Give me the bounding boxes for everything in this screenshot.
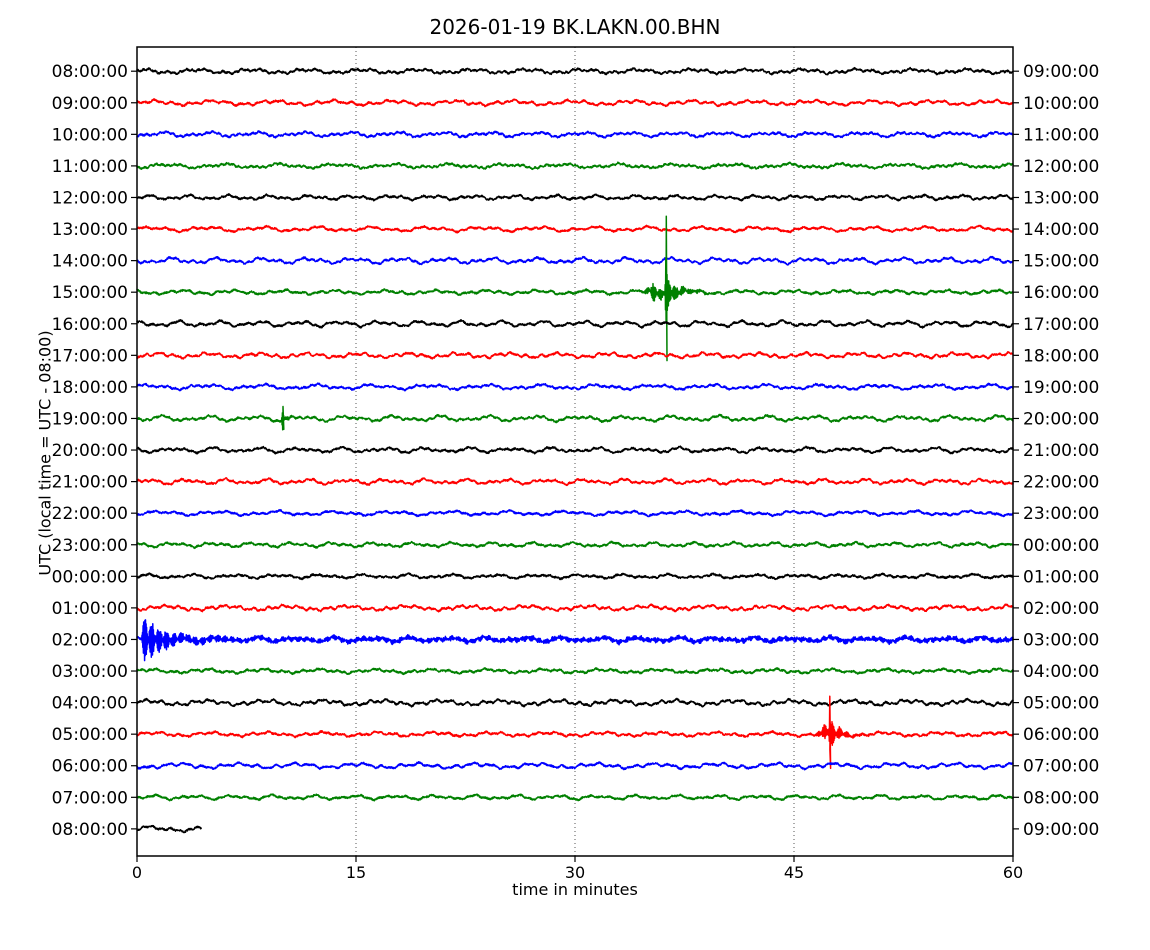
seismogram-trace xyxy=(136,540,1014,550)
utc-time-label: 17:00:00 xyxy=(52,346,128,366)
seismogram-trace xyxy=(136,66,1014,76)
seismogram-trace xyxy=(136,667,1014,676)
local-time-label: 15:00:00 xyxy=(1023,252,1099,272)
seismogram-trace xyxy=(136,697,1014,708)
utc-time-label: 06:00:00 xyxy=(52,757,128,777)
utc-time-label: 07:00:00 xyxy=(52,788,128,808)
utc-time-label: 21:00:00 xyxy=(52,473,128,493)
seismogram-trace xyxy=(136,350,1014,360)
seismogram-trace xyxy=(136,824,202,834)
local-time-label: 11:00:00 xyxy=(1023,125,1099,145)
seismogram-trace xyxy=(136,445,1014,455)
utc-time-label: 13:00:00 xyxy=(52,220,128,240)
local-time-label: 21:00:00 xyxy=(1023,441,1099,461)
seismogram-trace xyxy=(136,255,1014,266)
seismogram-trace xyxy=(136,760,1014,771)
local-time-label: 22:00:00 xyxy=(1023,473,1099,493)
seismogram-trace xyxy=(136,130,1014,139)
figure-title: 2026-01-19 BK.LAKN.00.BHN xyxy=(429,15,721,39)
x-tick-label: 60 xyxy=(1003,863,1023,882)
x-tick-label: 30 xyxy=(565,863,585,882)
local-time-label: 20:00:00 xyxy=(1023,409,1099,429)
local-time-label: 19:00:00 xyxy=(1023,378,1099,398)
local-time-label: 13:00:00 xyxy=(1023,188,1099,208)
utc-time-label: 14:00:00 xyxy=(52,252,128,272)
seismogram-trace xyxy=(136,405,1014,431)
utc-time-label: 09:00:00 xyxy=(52,94,128,114)
seismogram-trace xyxy=(136,695,1014,770)
utc-time-label: 05:00:00 xyxy=(52,725,128,745)
utc-time-label: 02:00:00 xyxy=(52,630,128,650)
local-time-label: 08:00:00 xyxy=(1023,788,1099,808)
x-tick-label: 15 xyxy=(346,863,366,882)
seismogram-trace xyxy=(136,161,1014,171)
local-time-label: 23:00:00 xyxy=(1023,504,1099,524)
local-time-label: 03:00:00 xyxy=(1023,630,1099,650)
seismogram-trace xyxy=(136,382,1014,392)
utc-time-label: 19:00:00 xyxy=(52,409,128,429)
local-time-label: 02:00:00 xyxy=(1023,599,1099,619)
seismogram-trace xyxy=(136,319,1014,329)
utc-time-label: 03:00:00 xyxy=(52,662,128,682)
utc-time-label: 08:00:00 xyxy=(52,62,128,82)
utc-time-label: 10:00:00 xyxy=(52,125,128,145)
local-time-label: 07:00:00 xyxy=(1023,757,1099,777)
utc-time-label: 15:00:00 xyxy=(52,283,128,303)
local-time-label: 06:00:00 xyxy=(1023,725,1099,745)
seismogram-trace xyxy=(136,224,1014,234)
seismogram-trace xyxy=(136,619,1014,662)
local-time-label: 17:00:00 xyxy=(1023,315,1099,335)
utc-time-label: 04:00:00 xyxy=(52,694,128,714)
x-tick-label: 45 xyxy=(784,863,804,882)
seismogram-trace xyxy=(136,477,1014,487)
axes-frame xyxy=(136,46,1014,857)
utc-time-label: 16:00:00 xyxy=(52,315,128,335)
seismogram-trace xyxy=(136,193,1014,202)
utc-time-label: 08:00:00 xyxy=(52,820,128,840)
local-time-label: 09:00:00 xyxy=(1023,62,1099,82)
seismogram-trace xyxy=(136,572,1014,581)
local-time-label: 18:00:00 xyxy=(1023,346,1099,366)
utc-time-label: 12:00:00 xyxy=(52,188,128,208)
local-time-label: 14:00:00 xyxy=(1023,220,1099,240)
seismogram-trace xyxy=(136,98,1014,108)
local-time-label: 00:00:00 xyxy=(1023,536,1099,556)
utc-time-label: 23:00:00 xyxy=(52,536,128,556)
local-time-label: 12:00:00 xyxy=(1023,157,1099,177)
local-time-label: 09:00:00 xyxy=(1023,820,1099,840)
local-time-label: 05:00:00 xyxy=(1023,694,1099,714)
utc-time-label: 01:00:00 xyxy=(52,599,128,619)
local-time-label: 10:00:00 xyxy=(1023,94,1099,114)
seismogram-trace xyxy=(136,603,1014,613)
seismogram-trace xyxy=(136,508,1014,518)
utc-time-label: 11:00:00 xyxy=(52,157,128,177)
x-axis-label: time in minutes xyxy=(512,880,638,899)
seismogram-trace xyxy=(136,215,1014,362)
utc-time-label: 18:00:00 xyxy=(52,378,128,398)
seismogram-trace xyxy=(136,793,1014,802)
x-tick-label: 0 xyxy=(132,863,142,882)
local-time-label: 16:00:00 xyxy=(1023,283,1099,303)
local-time-label: 01:00:00 xyxy=(1023,567,1099,587)
utc-time-label: 00:00:00 xyxy=(52,567,128,587)
local-time-label: 04:00:00 xyxy=(1023,662,1099,682)
utc-time-label: 20:00:00 xyxy=(52,441,128,461)
utc-time-label: 22:00:00 xyxy=(52,504,128,524)
